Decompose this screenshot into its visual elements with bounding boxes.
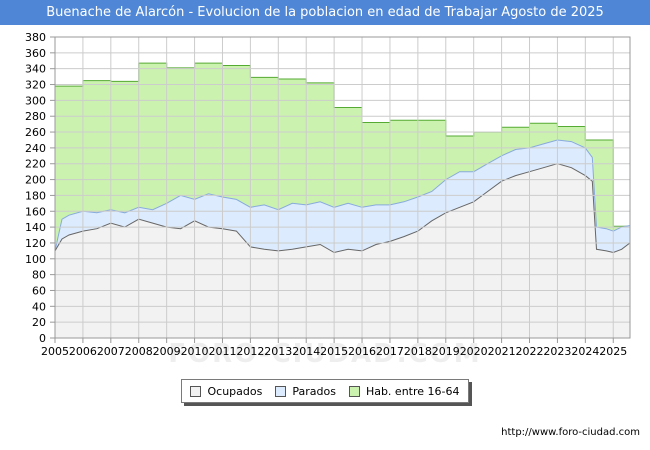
- x-tick-label-2022: 2022: [516, 345, 544, 358]
- x-tick-label-2014: 2014: [292, 345, 320, 358]
- y-tick-label-260: 260: [25, 126, 46, 139]
- y-tick-label-20: 20: [32, 316, 46, 329]
- x-tick-label-2024: 2024: [571, 345, 599, 358]
- plot-frame: [54, 36, 631, 339]
- x-tick-label-2006: 2006: [69, 345, 97, 358]
- y-tick-label-300: 300: [25, 94, 46, 107]
- y-tick-label-0: 0: [39, 332, 46, 345]
- x-tick-label-2008: 2008: [125, 345, 153, 358]
- x-tick-label-2013: 2013: [264, 345, 292, 358]
- watermark: FORO-CIUDAD.COM: [168, 339, 481, 369]
- x-tick-label-2025: 2025: [599, 345, 627, 358]
- x-tick-label-2020: 2020: [460, 345, 488, 358]
- x-tick-label-2018: 2018: [404, 345, 432, 358]
- legend-item-hab: Hab. entre 16-64: [348, 384, 460, 398]
- plot-area: [54, 37, 631, 338]
- y-tick-label-220: 220: [25, 158, 46, 171]
- x-tick-label-2011: 2011: [208, 345, 236, 358]
- y-tick-label-280: 280: [25, 110, 46, 123]
- legend-swatch-hab: [348, 385, 360, 397]
- legend-swatch-parados: [275, 385, 287, 397]
- x-tick-label-2010: 2010: [181, 345, 209, 358]
- legend-swatch-ocupados: [190, 385, 202, 397]
- x-tick-label-2023: 2023: [543, 345, 571, 358]
- y-tick-label-140: 140: [25, 221, 46, 234]
- legend-label-parados: Parados: [292, 384, 336, 398]
- y-tick-label-380: 380: [25, 31, 46, 44]
- y-tick-label-340: 340: [25, 63, 46, 76]
- chart-title: Buenache de Alarcón - Evolucion de la po…: [0, 0, 650, 25]
- x-tick-label-2012: 2012: [236, 345, 264, 358]
- y-tick-label-80: 80: [32, 269, 46, 282]
- x-tick-label-2017: 2017: [376, 345, 404, 358]
- legend-label-ocupados: Ocupados: [207, 384, 263, 398]
- legend-label-hab: Hab. entre 16-64: [365, 384, 460, 398]
- y-tick-label-60: 60: [32, 284, 46, 297]
- source-url: http://www.foro-ciudad.com: [501, 427, 640, 438]
- y-tick-label-180: 180: [25, 189, 46, 202]
- x-tick-label-2021: 2021: [488, 345, 516, 358]
- x-tick-label-2019: 2019: [432, 345, 460, 358]
- y-tick-label-120: 120: [25, 237, 46, 250]
- series-parados-line: [54, 139, 631, 252]
- y-tick-label-360: 360: [25, 47, 46, 60]
- legend-item-ocupados: Ocupados: [190, 385, 262, 398]
- x-tick-label-2007: 2007: [97, 345, 125, 358]
- x-tick-label-2016: 2016: [348, 345, 376, 358]
- x-tick-label-2009: 2009: [153, 345, 181, 358]
- legend-item-parados: Parados: [275, 385, 336, 398]
- y-tick-label-200: 200: [25, 174, 46, 187]
- y-tick-label-160: 160: [25, 205, 46, 218]
- legend: Ocupados Parados Hab. entre 16-64: [181, 379, 469, 403]
- y-tick-label-320: 320: [25, 79, 46, 92]
- series-ocupados-line: [54, 163, 631, 254]
- y-tick-label-40: 40: [32, 300, 46, 313]
- axes: 0 20 40 60 80 100 120 140 160 180 200 220 240 260 280 3…: [25, 31, 631, 358]
- x-tick-label-2005: 2005: [41, 345, 69, 358]
- y-tick-label-240: 240: [25, 142, 46, 155]
- x-tick-label-2015: 2015: [320, 345, 348, 358]
- y-tick-label-100: 100: [25, 253, 46, 266]
